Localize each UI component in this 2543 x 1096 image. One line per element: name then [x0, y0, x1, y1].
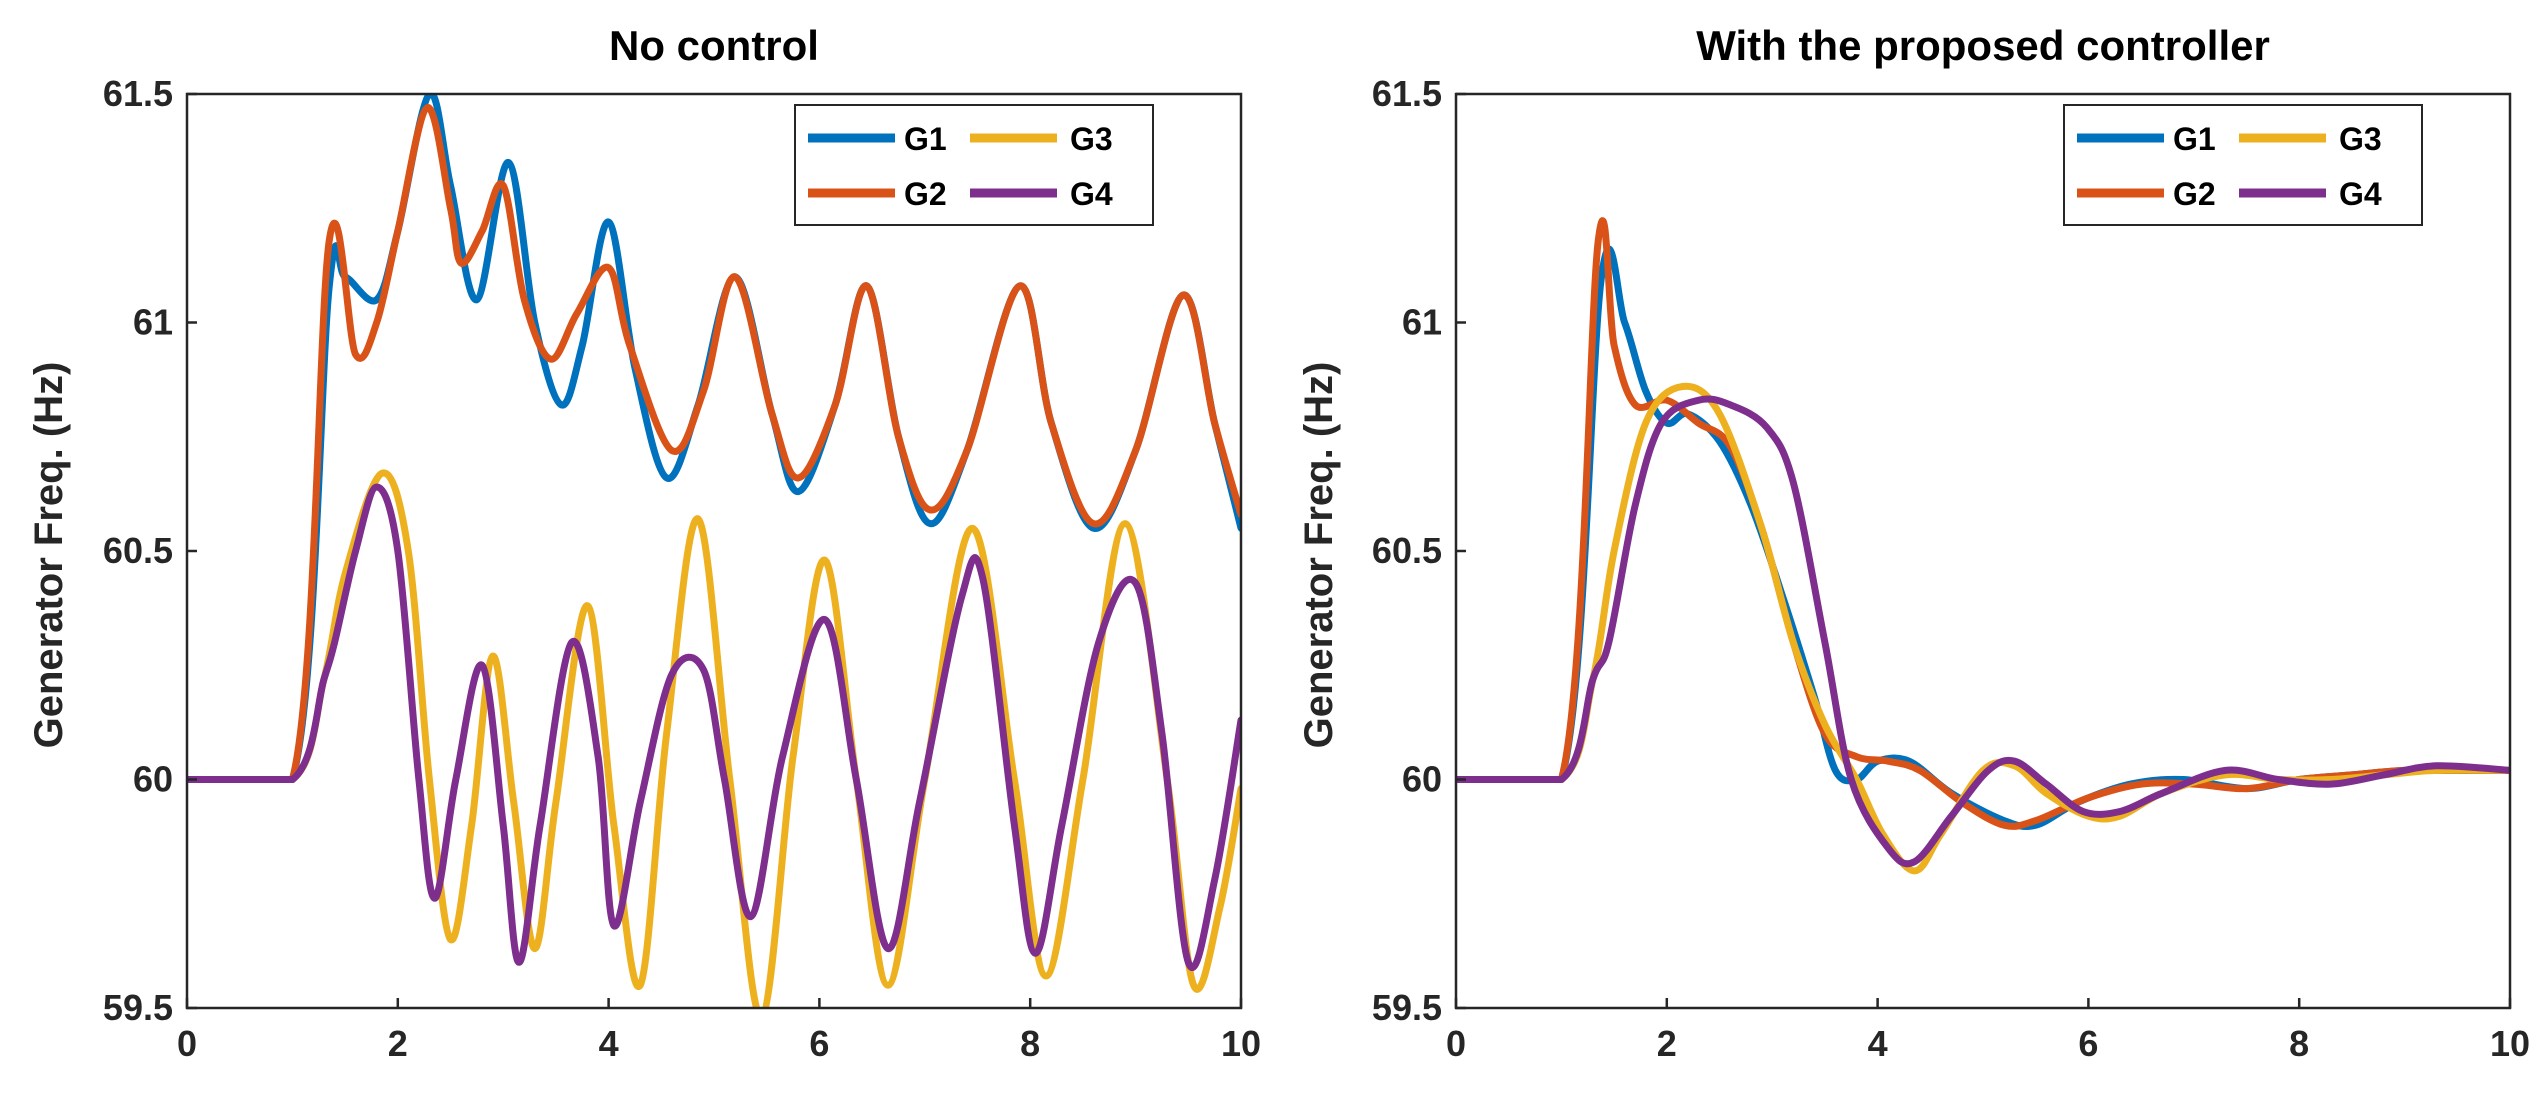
x-tick-label: 6: [809, 1023, 829, 1064]
legend-label-g2: G2: [2173, 176, 2216, 212]
y-tick-label: 60: [133, 759, 173, 800]
y-tick-label: 60.5: [103, 530, 173, 571]
y-tick-label: 61: [133, 302, 173, 343]
legend-label-g3: G3: [2339, 121, 2382, 157]
x-tick-label: 0: [1446, 1023, 1466, 1064]
x-tick-label: 10: [2490, 1023, 2530, 1064]
y-tick-label: 59.5: [103, 987, 173, 1028]
x-tick-label: 2: [388, 1023, 408, 1064]
legend-box: [2063, 104, 2423, 226]
legend-label-g4: G4: [2339, 176, 2382, 212]
legend-label-g1: G1: [2173, 121, 2216, 157]
panel-proposed-controller: With the proposed controller Generator F…: [1297, 22, 2530, 1064]
chart-title: No control: [609, 22, 819, 69]
series-layer: [1456, 217, 2510, 875]
x-tick-label: 10: [1221, 1023, 1261, 1064]
legend: G1 G3 G2 G4: [794, 104, 1154, 226]
legend-label-g1: G1: [904, 121, 947, 157]
x-tick-label: 4: [599, 1023, 619, 1064]
x-tick-label: 8: [2289, 1023, 2309, 1064]
chart-title: With the proposed controller: [1696, 22, 2270, 69]
plot-frame: [185, 92, 1243, 1010]
legend-box: [794, 104, 1154, 226]
axis-ticks: 0 2 4 6 8 10 59.5 60 60.5 61 61.5: [103, 73, 1261, 1064]
x-tick-label: 6: [2078, 1023, 2098, 1064]
y-tick-label: 61: [1402, 302, 1442, 343]
axis-ticks: 0 2 4 6 8 10 59.5 60 60.5 61 61.5: [1372, 73, 2530, 1064]
legend-label-g3: G3: [1070, 121, 1113, 157]
y-tick-label: 61.5: [1372, 73, 1442, 114]
x-tick-label: 2: [1657, 1023, 1677, 1064]
series-line-g3: [187, 469, 1241, 1008]
series-line-g2: [1456, 217, 2510, 830]
x-tick-label: 4: [1868, 1023, 1888, 1064]
series-line-g4: [187, 483, 1241, 971]
legend-label-g4: G4: [1070, 176, 1113, 212]
x-tick-label: 0: [177, 1023, 197, 1064]
legend: G1 G3 G2 G4: [2063, 104, 2423, 226]
series-line-g2: [187, 104, 1241, 783]
legend-label-g2: G2: [904, 176, 947, 212]
y-tick-label: 59.5: [1372, 987, 1442, 1028]
series-layer: [187, 94, 1241, 1008]
panel-no-control: No control Generator Freq. (Hz) 0 2 4 6 8 10 5…: [27, 22, 1261, 1064]
y-axis-label: Generator Freq. (Hz): [1297, 362, 1341, 749]
y-tick-label: 61.5: [103, 73, 173, 114]
y-axis-label: Generator Freq. (Hz): [27, 362, 71, 749]
y-tick-label: 60: [1402, 759, 1442, 800]
y-tick-label: 60.5: [1372, 530, 1442, 571]
series-line-g4: [1456, 395, 2510, 868]
x-tick-label: 8: [1020, 1023, 1040, 1064]
